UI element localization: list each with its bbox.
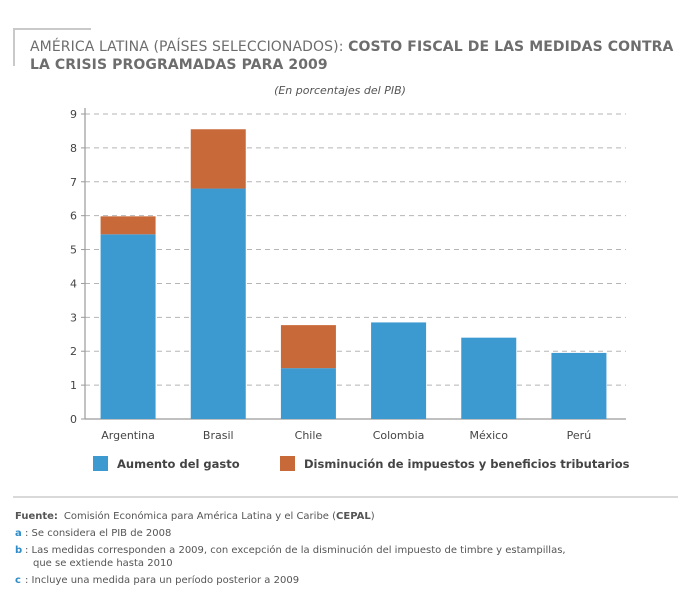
note-c: c : Incluye una medida para un período p… bbox=[15, 574, 566, 587]
note-c-text: : Incluye una medida para un período pos… bbox=[25, 575, 300, 586]
y-tick-label-5: 5 bbox=[70, 244, 77, 257]
legend-item-gasto: Aumento del gasto bbox=[93, 456, 240, 471]
x-tick-label-Chile: Chile bbox=[295, 429, 323, 442]
y-tick-label-1: 1 bbox=[70, 379, 77, 392]
title-corner-line-h bbox=[13, 28, 91, 30]
legend-label-gasto: Aumento del gasto bbox=[117, 456, 240, 471]
y-tick-label-9: 9 bbox=[70, 108, 77, 121]
y-tick-label-3: 3 bbox=[70, 311, 77, 324]
x-tick-label-Perú: Perú bbox=[567, 429, 592, 442]
x-tick-label-Brasil: Brasil bbox=[203, 429, 234, 442]
bar-Argentina-impuestos bbox=[100, 216, 156, 235]
bar-Brasil-gasto bbox=[190, 188, 246, 419]
source-label: Fuente: bbox=[15, 511, 58, 522]
bar-Perú-gasto bbox=[551, 352, 607, 419]
bar-Chile-gasto bbox=[280, 368, 336, 419]
x-tick-label-Colombia: Colombia bbox=[373, 429, 425, 442]
title-corner-line-v bbox=[13, 28, 15, 66]
legend-item-impuestos: Disminución de impuestos y beneficios tr… bbox=[280, 456, 629, 471]
note-c-letter: c bbox=[15, 575, 21, 586]
x-tick-label-Argentina: Argentina bbox=[101, 429, 155, 442]
bar-México-gasto bbox=[461, 337, 517, 419]
chart-subtitle: (En porcentajes del PIB) bbox=[274, 84, 406, 97]
bar-Chile-impuestos bbox=[280, 325, 336, 369]
chart-title: AMÉRICA LATINA (PAÍSES SELECCIONADOS): C… bbox=[30, 38, 680, 74]
legend-label-impuestos: Disminución de impuestos y beneficios tr… bbox=[304, 456, 630, 471]
bar-Brasil-impuestos bbox=[190, 129, 246, 189]
y-tick-label-7: 7 bbox=[70, 176, 77, 189]
note-a-letter: a bbox=[15, 528, 22, 539]
y-tick-label-2: 2 bbox=[70, 345, 77, 358]
y-tick-label-8: 8 bbox=[70, 142, 77, 155]
bar-Colombia-gasto bbox=[371, 322, 427, 419]
note-a: a : Se considera el PIB de 2008 bbox=[15, 527, 566, 540]
note-a-text: : Se considera el PIB de 2008 bbox=[25, 528, 172, 539]
legend-swatch-impuestos bbox=[280, 456, 295, 471]
note-b-letter: b bbox=[15, 545, 23, 556]
footer-divider bbox=[13, 496, 678, 498]
note-b: b : Las medidas corresponden a 2009, con… bbox=[15, 544, 566, 570]
chart-title-prefix: AMÉRICA LATINA (PAÍSES SELECCIONADOS): bbox=[30, 39, 344, 55]
note-b-text: : Las medidas corresponden a 2009, con e… bbox=[25, 545, 566, 569]
y-tick-label-4: 4 bbox=[70, 277, 77, 290]
x-tick-label-México: México bbox=[470, 429, 509, 442]
source-text: Comisión Económica para América Latina y… bbox=[63, 511, 375, 522]
source-note: Fuente: Comisión Económica para América … bbox=[15, 510, 566, 523]
y-tick-label-6: 6 bbox=[70, 210, 77, 223]
chart-title-main: COSTO FISCAL DE LAS MEDIDAS CONTRA LA CR… bbox=[30, 39, 674, 73]
legend-swatch-gasto bbox=[93, 456, 108, 471]
y-tick-label-0: 0 bbox=[70, 413, 77, 426]
bar-Argentina-gasto bbox=[100, 234, 156, 419]
footnotes: Fuente: Comisión Económica para América … bbox=[15, 510, 566, 591]
source-abbr: CEPAL bbox=[336, 511, 371, 522]
